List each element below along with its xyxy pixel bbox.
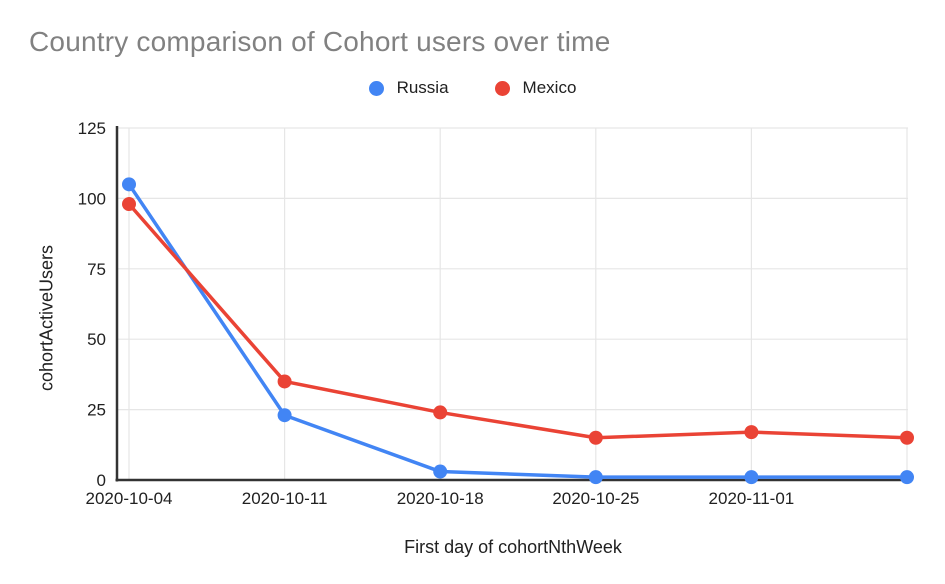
- series-russia: [122, 177, 914, 485]
- data-point-russia[interactable]: [588, 470, 603, 485]
- y-tick-label: 125: [78, 119, 106, 138]
- mexico-series-dot-icon: [494, 80, 510, 96]
- x-tick-label: 2020-10-25: [552, 489, 639, 508]
- data-point-mexico[interactable]: [588, 430, 603, 445]
- series-line-russia: [127, 182, 909, 479]
- legend-label-russia: Russia: [396, 78, 449, 97]
- data-point-russia[interactable]: [433, 464, 448, 479]
- data-point-mexico[interactable]: [433, 405, 448, 420]
- y-tick-label: 50: [87, 330, 106, 349]
- x-axis-title: First day of cohortNthWeek: [404, 537, 622, 557]
- x-tick-label: 2020-11-01: [709, 489, 795, 508]
- chart-title: Country comparison of Cohort users over …: [29, 26, 611, 57]
- legend-item-mexico[interactable]: Mexico: [494, 78, 577, 98]
- data-point-mexico[interactable]: [744, 425, 759, 440]
- legend-label-mexico: Mexico: [522, 78, 577, 97]
- series-mexico: [122, 197, 914, 445]
- y-tick-label: 0: [97, 471, 106, 490]
- data-point-russia[interactable]: [744, 470, 759, 485]
- data-point-russia[interactable]: [122, 177, 136, 192]
- x-tick-label: 2020-10-04: [86, 489, 173, 508]
- series-line-mexico: [127, 202, 909, 440]
- x-tick-label: 2020-10-11: [242, 489, 328, 508]
- russia-series-dot-icon: [368, 80, 384, 96]
- data-point-mexico[interactable]: [277, 374, 292, 389]
- chart-legend: Russia Mexico: [0, 78, 945, 98]
- legend-item-russia[interactable]: Russia: [368, 78, 449, 98]
- y-tick-label: 100: [78, 189, 106, 208]
- data-point-russia[interactable]: [277, 408, 292, 423]
- x-tick-label: 2020-10-18: [397, 489, 484, 508]
- horizontal-gridlines: [116, 127, 908, 411]
- data-point-mexico[interactable]: [900, 430, 914, 445]
- y-tick-label: 75: [87, 260, 106, 279]
- y-tick-label: 25: [87, 401, 106, 420]
- vertical-gridlines: [128, 128, 908, 480]
- y-tick-labels: 0 25 50 75 100 125: [78, 119, 106, 490]
- y-axis-title: cohortActiveUsers: [36, 244, 57, 392]
- data-point-mexico[interactable]: [122, 197, 136, 212]
- x-tick-labels: 2020-10-04 2020-10-11 2020-10-18 2020-10-25…: [86, 489, 795, 508]
- data-point-russia[interactable]: [900, 470, 914, 485]
